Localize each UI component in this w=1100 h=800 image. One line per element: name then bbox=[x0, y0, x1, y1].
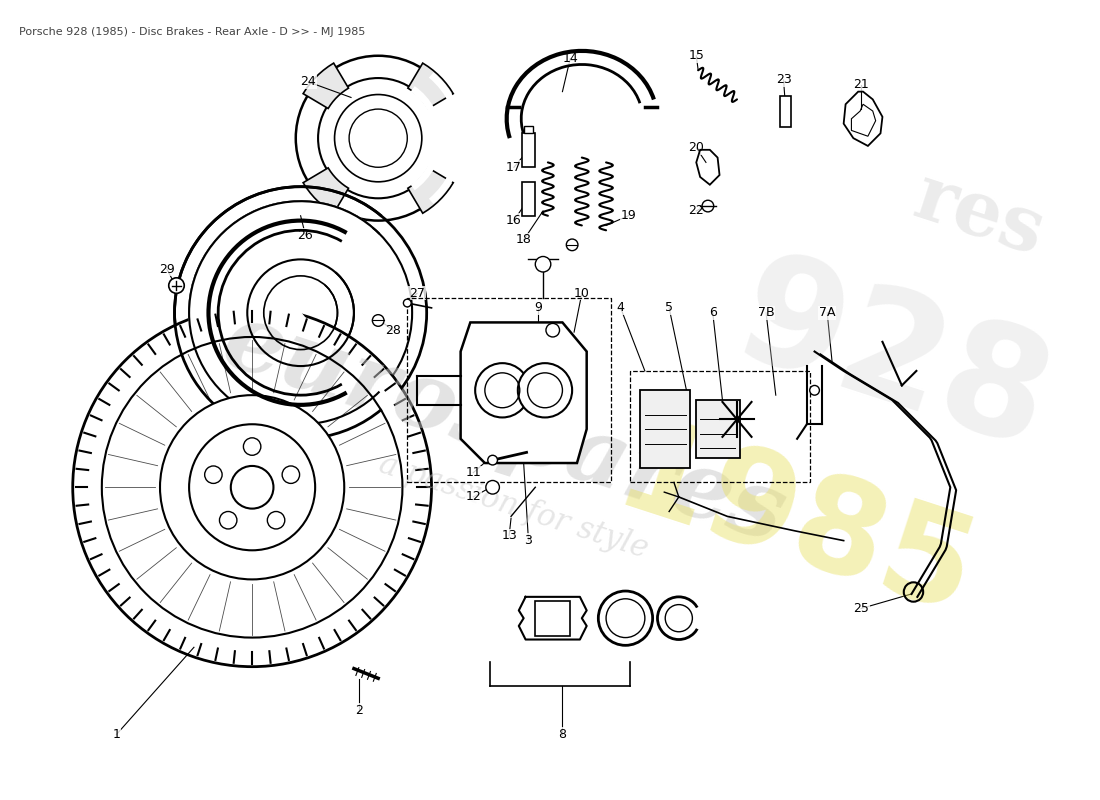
Text: 3: 3 bbox=[525, 534, 532, 547]
Text: Porsche 928 (1985) - Disc Brakes - Rear Axle - D >> - MJ 1985: Porsche 928 (1985) - Disc Brakes - Rear … bbox=[20, 26, 366, 37]
Bar bbox=[536, 601, 570, 636]
Circle shape bbox=[518, 363, 572, 418]
Circle shape bbox=[404, 299, 411, 307]
Polygon shape bbox=[461, 322, 586, 463]
Text: 10: 10 bbox=[574, 287, 590, 300]
Text: 928: 928 bbox=[717, 241, 1067, 482]
Circle shape bbox=[189, 424, 316, 550]
Bar bbox=[696, 400, 740, 458]
Circle shape bbox=[536, 257, 551, 272]
Polygon shape bbox=[304, 168, 349, 214]
Text: eurospares: eurospares bbox=[212, 296, 796, 562]
Text: 5: 5 bbox=[666, 302, 673, 314]
Text: 1985: 1985 bbox=[601, 409, 990, 643]
Text: 19: 19 bbox=[620, 210, 636, 222]
Text: 11: 11 bbox=[465, 466, 481, 479]
Circle shape bbox=[475, 363, 529, 418]
Text: 13: 13 bbox=[502, 530, 517, 542]
Bar bbox=[521, 182, 536, 216]
Text: 21: 21 bbox=[854, 78, 869, 91]
Text: 25: 25 bbox=[854, 602, 869, 615]
Text: 15: 15 bbox=[689, 50, 704, 62]
Text: 27: 27 bbox=[409, 287, 425, 300]
Circle shape bbox=[702, 200, 714, 212]
Circle shape bbox=[267, 511, 285, 529]
Circle shape bbox=[487, 455, 497, 465]
Bar bbox=[407, 298, 610, 482]
Text: 2: 2 bbox=[355, 704, 363, 717]
Polygon shape bbox=[408, 63, 453, 109]
Circle shape bbox=[220, 511, 236, 529]
Text: 22: 22 bbox=[689, 205, 704, 218]
Circle shape bbox=[73, 308, 431, 666]
Circle shape bbox=[810, 386, 820, 395]
Circle shape bbox=[486, 481, 499, 494]
Text: 4: 4 bbox=[617, 302, 625, 314]
Text: 16: 16 bbox=[506, 214, 521, 227]
Circle shape bbox=[373, 314, 384, 326]
Text: a passion for style: a passion for style bbox=[375, 449, 652, 565]
Polygon shape bbox=[304, 63, 349, 109]
Bar bbox=[524, 126, 534, 134]
Text: 9: 9 bbox=[535, 302, 542, 314]
Polygon shape bbox=[189, 202, 372, 424]
Circle shape bbox=[566, 239, 578, 250]
Text: 17: 17 bbox=[506, 161, 521, 174]
Circle shape bbox=[282, 466, 299, 483]
Text: 29: 29 bbox=[158, 262, 175, 275]
Text: res: res bbox=[905, 160, 1054, 271]
Text: 1: 1 bbox=[112, 728, 120, 741]
Text: 7A: 7A bbox=[818, 306, 835, 319]
Text: 14: 14 bbox=[562, 52, 579, 65]
Circle shape bbox=[243, 438, 261, 455]
Text: 23: 23 bbox=[776, 74, 791, 86]
Circle shape bbox=[231, 466, 274, 509]
Bar bbox=[640, 390, 691, 468]
Text: 26: 26 bbox=[298, 229, 314, 242]
Polygon shape bbox=[408, 168, 453, 214]
Text: 18: 18 bbox=[516, 234, 531, 246]
Bar bbox=[630, 371, 810, 482]
Circle shape bbox=[546, 323, 560, 337]
Text: 6: 6 bbox=[708, 306, 717, 319]
Text: 28: 28 bbox=[385, 324, 400, 337]
Text: 7B: 7B bbox=[758, 306, 774, 319]
Circle shape bbox=[160, 395, 344, 579]
Circle shape bbox=[205, 466, 222, 483]
Bar bbox=[521, 134, 536, 167]
Bar bbox=[780, 95, 791, 126]
Text: 12: 12 bbox=[465, 490, 481, 503]
Text: 8: 8 bbox=[559, 728, 566, 741]
Circle shape bbox=[168, 278, 184, 294]
Text: 24: 24 bbox=[300, 75, 316, 89]
Text: 20: 20 bbox=[689, 142, 704, 154]
